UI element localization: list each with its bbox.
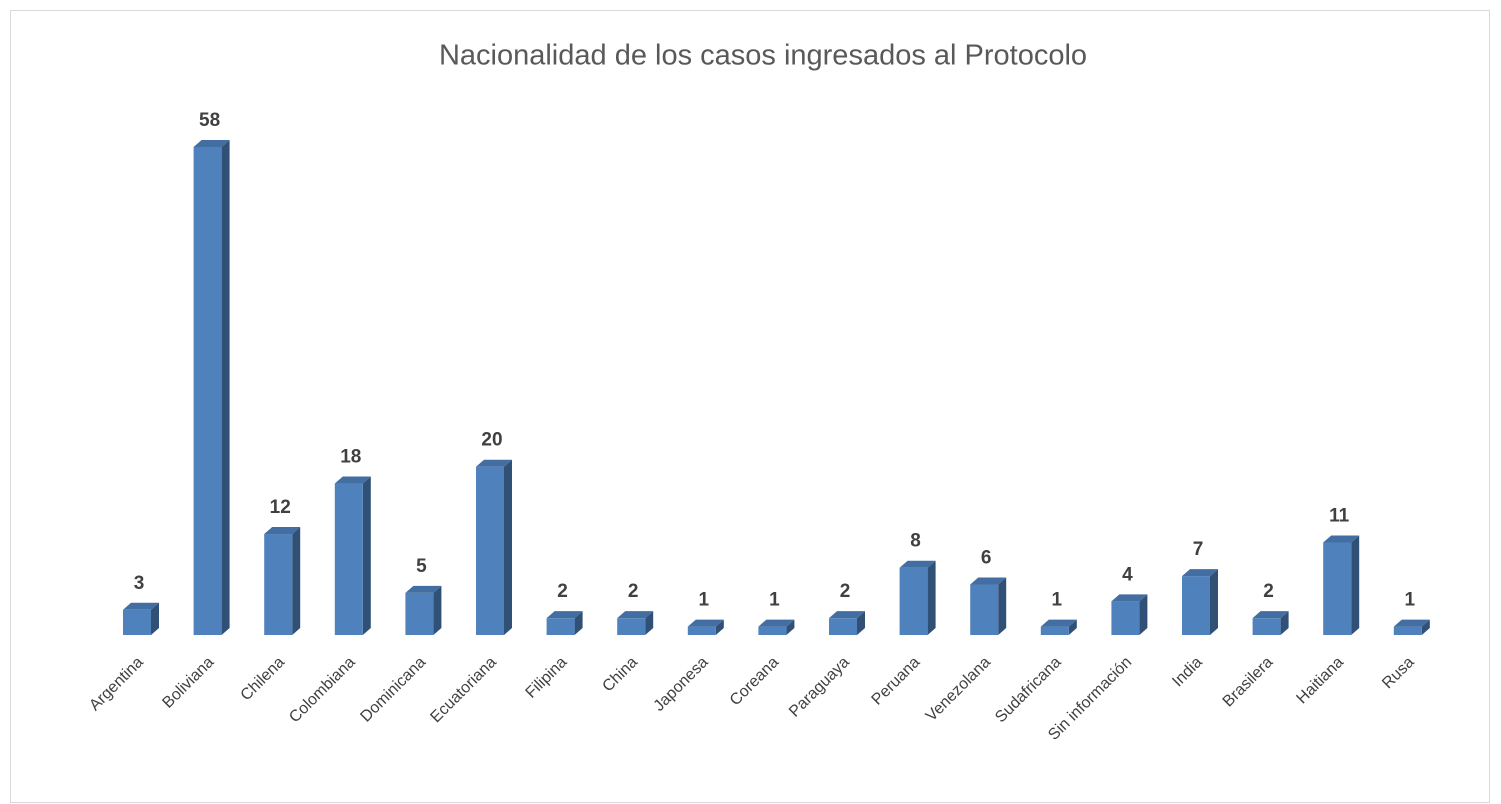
bar-top bbox=[193, 140, 230, 147]
bar-side bbox=[1351, 535, 1360, 635]
bar bbox=[1111, 594, 1148, 635]
data-label: 8 bbox=[910, 531, 921, 552]
bar-front bbox=[617, 618, 646, 635]
data-label: 1 bbox=[769, 590, 780, 611]
bar-front bbox=[1252, 618, 1281, 635]
bar-top bbox=[970, 577, 1007, 585]
bar bbox=[264, 527, 301, 635]
data-label: 18 bbox=[340, 447, 361, 468]
bar bbox=[193, 140, 230, 635]
bar bbox=[617, 611, 654, 635]
bar-front bbox=[334, 483, 363, 635]
bar-front bbox=[476, 466, 504, 635]
bar-top bbox=[1040, 619, 1077, 627]
bar-side bbox=[857, 611, 865, 635]
bar bbox=[899, 560, 936, 635]
bar-top bbox=[1323, 535, 1360, 543]
bar-side bbox=[504, 459, 512, 635]
bar-top bbox=[899, 560, 936, 568]
bar bbox=[1040, 619, 1077, 635]
bar-side bbox=[292, 527, 301, 635]
data-label: 20 bbox=[481, 430, 502, 451]
bar-side bbox=[151, 602, 159, 635]
bar-front bbox=[1393, 626, 1422, 635]
bar bbox=[476, 459, 512, 635]
bar-side bbox=[715, 619, 724, 635]
bar-side bbox=[221, 140, 230, 635]
bar bbox=[687, 619, 724, 635]
data-label: 11 bbox=[1329, 505, 1350, 526]
data-label: 1 bbox=[1052, 590, 1063, 611]
bar-front bbox=[687, 626, 716, 635]
bar bbox=[970, 577, 1007, 635]
chart-title: Nacionalidad de los casos ingresados al … bbox=[439, 40, 1087, 72]
bar-front bbox=[758, 626, 787, 635]
data-label: 7 bbox=[1193, 539, 1204, 560]
bar bbox=[1323, 535, 1360, 635]
bar bbox=[1182, 569, 1218, 635]
bar-top bbox=[1111, 594, 1148, 602]
bar-front bbox=[970, 584, 999, 635]
bar-side bbox=[433, 585, 442, 635]
bar-front bbox=[193, 147, 222, 635]
chart-border bbox=[10, 10, 1490, 803]
bar-top bbox=[264, 527, 301, 535]
bar-front bbox=[1111, 601, 1140, 635]
bar bbox=[334, 476, 371, 635]
bar bbox=[546, 611, 583, 635]
bar bbox=[405, 585, 442, 635]
data-label: 1 bbox=[699, 590, 710, 611]
bar-top bbox=[476, 459, 512, 467]
bar-side bbox=[927, 560, 936, 635]
bar bbox=[1393, 619, 1430, 635]
data-label: 2 bbox=[840, 581, 851, 602]
bar-top bbox=[123, 602, 159, 610]
bar-top bbox=[334, 476, 371, 484]
bar-top bbox=[546, 611, 583, 619]
bar-side bbox=[998, 577, 1007, 635]
bar-side bbox=[1421, 619, 1430, 635]
bar bbox=[123, 602, 159, 635]
bar-front bbox=[1323, 542, 1352, 635]
bar-side bbox=[645, 611, 654, 635]
data-label: 1 bbox=[1405, 590, 1416, 611]
data-label: 58 bbox=[199, 110, 220, 131]
data-label: 2 bbox=[628, 581, 639, 602]
data-label: 12 bbox=[270, 497, 291, 518]
bar-side bbox=[362, 476, 371, 635]
bar-side bbox=[1280, 611, 1289, 635]
bar-top bbox=[1182, 569, 1218, 577]
bar-front bbox=[405, 592, 434, 635]
bar-side bbox=[1210, 569, 1218, 635]
bar bbox=[1252, 611, 1289, 635]
bar-front bbox=[899, 567, 928, 635]
bar-top bbox=[1252, 611, 1289, 619]
bar-side bbox=[1068, 619, 1077, 635]
bar-front bbox=[264, 534, 293, 635]
bar-top bbox=[617, 611, 654, 619]
data-label: 2 bbox=[1263, 581, 1274, 602]
bar-top bbox=[758, 619, 795, 627]
bar-top bbox=[405, 585, 442, 593]
bar-front bbox=[1182, 576, 1210, 635]
bar-front bbox=[546, 618, 575, 635]
bar-front bbox=[829, 618, 857, 635]
data-label: 4 bbox=[1122, 564, 1133, 585]
bar-front bbox=[123, 609, 151, 635]
bar-top bbox=[1393, 619, 1430, 627]
data-label: 2 bbox=[557, 581, 568, 602]
data-label: 5 bbox=[416, 556, 427, 577]
bar-top bbox=[829, 611, 865, 619]
bar bbox=[829, 611, 865, 635]
bar-front bbox=[1040, 626, 1069, 635]
bar-side bbox=[574, 611, 583, 635]
bar-side bbox=[786, 619, 795, 635]
bar-top bbox=[687, 619, 724, 627]
data-label: 6 bbox=[981, 548, 992, 569]
bar bbox=[758, 619, 795, 635]
bar-side bbox=[1139, 594, 1148, 635]
data-label: 3 bbox=[134, 573, 145, 594]
